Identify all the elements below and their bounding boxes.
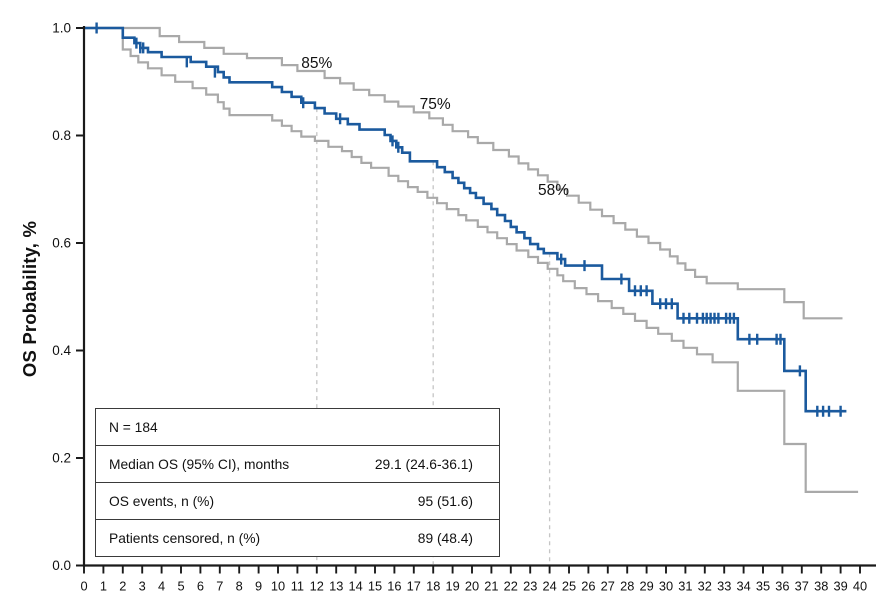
x-tick-label: 13: [329, 579, 343, 594]
stats-value: 29.1 (24.6-36.1): [374, 456, 473, 472]
stats-label: N = 184: [109, 419, 158, 435]
x-tick-label: 12: [310, 579, 324, 594]
x-tick-label: 37: [795, 579, 809, 594]
x-tick-label: 28: [620, 579, 634, 594]
y-tick-label: 0.2: [52, 451, 71, 466]
x-tick-label: 22: [504, 579, 518, 594]
x-tick-label: 9: [255, 579, 262, 594]
x-tick-label: 16: [387, 579, 401, 594]
x-tick-label: 3: [139, 579, 146, 594]
stats-row-os-events: OS events, n (%) 95 (51.6): [96, 482, 499, 519]
x-tick-label: 1: [100, 579, 107, 594]
x-tick-label: 20: [465, 579, 479, 594]
x-tick-label: 2: [119, 579, 126, 594]
x-tick-label: 19: [445, 579, 459, 594]
x-tick-label: 38: [814, 579, 828, 594]
stats-value: 89 (48.4): [417, 530, 473, 546]
x-tick-label: 7: [216, 579, 223, 594]
os-curve: [84, 26, 847, 413]
x-tick-label: 25: [562, 579, 576, 594]
x-tick-label: 30: [659, 579, 673, 594]
x-tick-label: 10: [271, 579, 285, 594]
x-tick-label: 18: [426, 579, 440, 594]
x-tick-label: 34: [736, 579, 750, 594]
x-tick-label: 35: [756, 579, 770, 594]
stats-label: Median OS (95% CI), months: [109, 456, 290, 472]
stats-row-n: N = 184: [96, 409, 499, 445]
y-axis-title: OS Probability, %: [19, 220, 40, 378]
x-tick-label: 15: [368, 579, 382, 594]
ci-lower-curve: [84, 26, 859, 493]
y-tick-label: 0.4: [52, 343, 71, 358]
x-tick-label: 27: [601, 579, 615, 594]
x-tick-label: 11: [291, 579, 304, 594]
x-tick-label: 4: [158, 579, 165, 594]
rate-annotation-75%: 75%: [420, 96, 451, 113]
stats-row-censored: Patients censored, n (%) 89 (48.4): [96, 519, 499, 556]
x-tick-label: 39: [833, 579, 847, 594]
x-tick-label: 33: [717, 579, 731, 594]
x-tick-label: 31: [678, 579, 692, 594]
x-tick-label: 6: [197, 579, 204, 594]
x-tick-label: 5: [177, 579, 184, 594]
x-tick-label: 32: [698, 579, 712, 594]
x-tick-label: 26: [581, 579, 595, 594]
x-tick-label: 17: [407, 579, 421, 594]
stats-label: Patients censored, n (%): [109, 530, 261, 546]
stats-row-median-os: Median OS (95% CI), months 29.1 (24.6-36…: [96, 445, 499, 482]
x-tick-label: 36: [775, 579, 789, 594]
x-tick-label: 0: [80, 579, 87, 594]
stats-label: OS events, n (%): [109, 493, 215, 509]
x-tick-label: 40: [853, 579, 867, 594]
stats-value: 95 (51.6): [417, 493, 473, 509]
stats-table: N = 184 Median OS (95% CI), months 29.1 …: [95, 408, 500, 557]
ci-upper-curve: [84, 26, 843, 320]
x-tick-label: 23: [523, 579, 537, 594]
y-tick-label: 0.6: [52, 236, 71, 251]
x-tick-label: 29: [639, 579, 653, 594]
y-tick-label: 0.0: [52, 558, 71, 573]
censor-marks: [95, 22, 842, 417]
x-tick-label: 14: [348, 579, 362, 594]
rate-annotation-58%: 58%: [538, 182, 569, 199]
rate-annotation-85%: 85%: [301, 55, 332, 72]
y-tick-label: 0.8: [52, 128, 71, 143]
x-tick-label: 24: [542, 579, 556, 594]
x-tick-label: 21: [484, 579, 498, 594]
x-tick-label: 8: [236, 579, 243, 594]
y-tick-label: 1.0: [52, 21, 71, 36]
